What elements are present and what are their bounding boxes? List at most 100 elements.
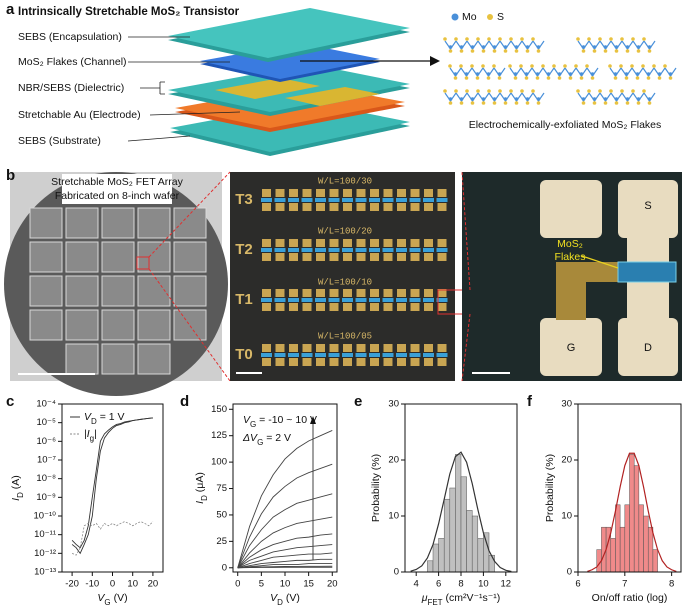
legend-label: |Ig| [84,428,97,443]
lattice-s [576,37,580,41]
y-tick-label: 75 [216,483,227,494]
lattice-s [587,89,591,93]
channel [436,198,448,202]
lattice-bond [460,67,473,78]
bar [471,515,479,573]
y-axis-label-part: Probability (%) [544,454,556,522]
x-tick-label: 6 [575,579,580,590]
electrode-pad [275,358,285,366]
x-tick-label: 5 [259,579,264,590]
layer-label: Stretchable Au (Electrode) [18,109,141,121]
chip [29,275,63,307]
lattice-s [568,76,573,80]
channel [423,298,434,302]
channel [396,353,407,357]
y-tick-label: 10⁻⁵ [36,417,56,428]
lattice-mo [535,72,540,76]
legend-label-part: |I [84,428,90,440]
annotation: ΔVG = 2 V [242,432,291,447]
lattice-bond [488,92,501,103]
lattice-s [476,37,480,41]
channel [382,353,394,357]
electrode-pad [316,303,325,311]
electrode-pad [437,344,447,352]
electrode-pad [370,344,379,352]
electrode-pad [397,303,406,311]
y-axis-label: ID (A) [10,475,25,501]
schematic-layers [127,8,440,156]
mos2-channel [617,261,677,283]
lattice-s [663,64,667,68]
lattice-bond [620,67,633,78]
zoom-box [136,256,150,270]
y-axis-label-part: Probability (%) [370,454,382,522]
electrode-pad [437,289,447,297]
electrode-pad [275,253,285,261]
lattice-bond [564,67,577,78]
x-tick-label: 4 [414,579,419,590]
lattice-s [497,76,502,80]
electrode-pad [437,189,447,197]
lattice-mo [557,72,562,76]
layer-label: SEBS (Substrate) [18,135,101,147]
y-tick-label: 100 [211,457,227,468]
lattice-mo [514,97,519,101]
lattice-s [470,64,474,68]
lattice-s [652,64,656,68]
y-tick-label: 0 [222,562,227,573]
lattice-bond [488,40,501,51]
lattice-s [448,101,453,105]
electrode-pad [437,203,447,211]
chip [65,241,99,273]
chip [101,275,135,307]
electrode-pad [289,289,298,297]
channel [342,298,353,302]
lattice-bond [466,92,479,103]
channel [369,353,380,357]
electrode-pad [289,239,298,247]
y-tick-label: 125 [211,430,227,441]
lattice-s [476,89,480,93]
lattice-s [552,64,556,68]
lattice-bond [482,67,495,78]
data-line [237,493,333,568]
lattice-mo [536,45,541,49]
plot-frame [61,403,164,573]
channel [274,198,286,202]
lattice-mo [481,97,486,101]
layer-label: NBR/SEBS (Dielectric) [18,82,124,94]
lattice-bond [531,67,544,78]
lattice-caption: Electrochemically-exfoliated MoS₂ Flakes [469,119,662,131]
lattice-s [525,49,530,53]
x-axis-label-part: On/off ratio (log) [592,592,668,604]
electrode-pad [316,289,325,297]
electrode-pad [424,358,433,366]
y-axis-label: Probability (%) [544,454,556,522]
lattice-s [503,101,508,105]
lattice-s [631,89,635,93]
y-tick-label: 50 [216,509,227,520]
chip [137,309,171,341]
lattice-bond [621,92,634,103]
electrode-pad [370,303,379,311]
lattice-s [509,89,513,93]
x-tick-label: 10 [127,579,138,590]
lattice-s [647,49,652,53]
wafer-caption: Fabricated on 8-inch wafer [55,190,180,202]
panel-label: c [6,393,14,410]
electrode-pad [437,239,447,247]
caption-box [62,174,172,204]
electrode-pad [356,189,366,197]
flakes-label: Flakes [555,251,586,263]
lattice-s [487,89,491,93]
electrode-pad [383,239,393,247]
legend-label-part: V [84,411,92,423]
electrode-pad [316,253,325,261]
electrode-pad [424,239,433,247]
electrode-pad [383,203,393,211]
channel [396,198,407,202]
channel [369,298,380,302]
lattice-bond [610,92,623,103]
pad-label: D [644,342,652,354]
chip [65,343,99,375]
